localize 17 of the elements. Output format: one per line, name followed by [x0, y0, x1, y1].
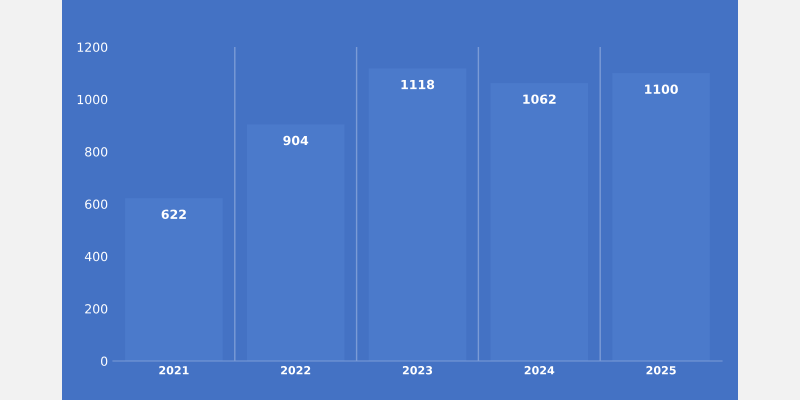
x-tick-label: 2025: [646, 366, 676, 374]
data-label: 1118: [402, 80, 434, 90]
data-label: 622: [162, 210, 186, 220]
x-tick-label: 2022: [281, 366, 310, 374]
x-tick-label: 2023: [402, 366, 432, 374]
y-tick-label: 800: [85, 147, 108, 157]
y-tick-label: 600: [85, 199, 108, 209]
data-label: 1100: [645, 84, 678, 94]
y-tick-label: 0: [101, 356, 108, 366]
y-tick-label: 1200: [78, 42, 108, 52]
y-tick-label: 400: [84, 252, 108, 262]
data-label: 904: [283, 136, 308, 146]
y-tick-label: 1000: [78, 94, 108, 104]
x-tick-label: 2021: [159, 366, 189, 374]
y-tick-label: 200: [85, 304, 108, 314]
x-tick-label: 2024: [524, 366, 554, 374]
data-label: 1062: [523, 94, 556, 104]
